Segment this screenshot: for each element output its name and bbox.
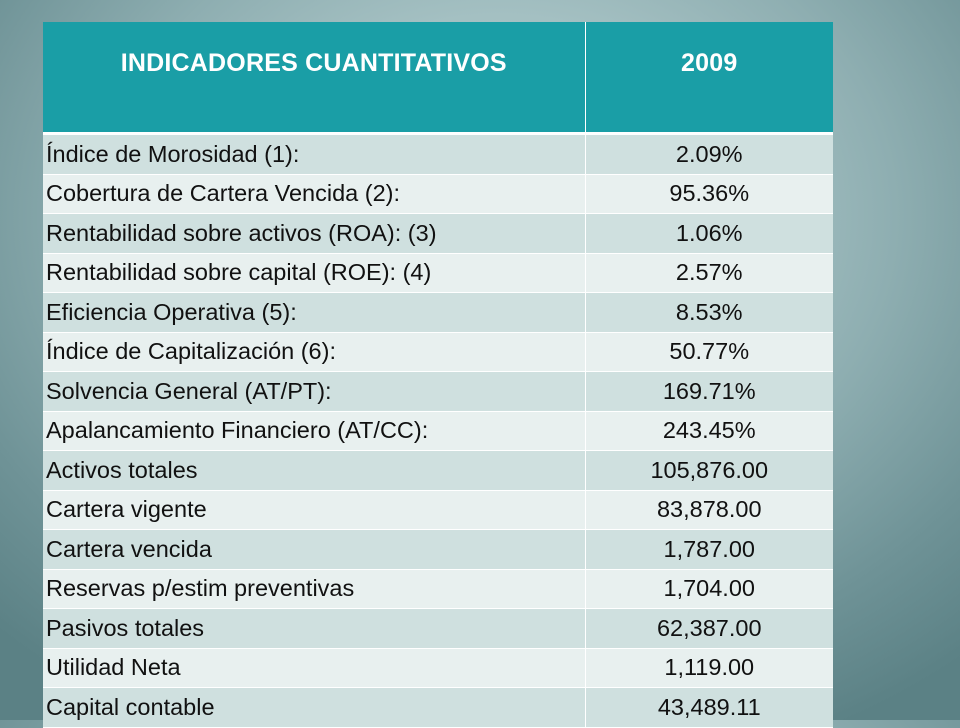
table-row: Apalancamiento Financiero (AT/CC): 243.4…	[43, 411, 833, 451]
table-row: Cartera vencida 1,787.00	[43, 529, 833, 570]
table-row: Eficiencia Operativa (5): 8.53%	[43, 292, 833, 333]
row-label: Solvencia General (AT/PT):	[43, 371, 586, 412]
row-value: 8.53%	[585, 292, 833, 333]
row-label: Eficiencia Operativa (5):	[43, 292, 586, 333]
row-label: Pasivos totales	[43, 608, 586, 649]
row-value: 169.71%	[585, 371, 833, 412]
row-label: Activos totales	[43, 450, 586, 491]
row-value: 2.09%	[585, 133, 833, 175]
row-label: Índice de Capitalización (6):	[43, 332, 586, 372]
table-row: Cobertura de Cartera Vencida (2): 95.36%	[43, 174, 833, 214]
row-value: 50.77%	[585, 332, 833, 372]
table-row: Reservas p/estim preventivas 1,704.00	[43, 569, 833, 609]
table-header-row: INDICADORES CUANTITATIVOS 2009	[43, 22, 833, 135]
row-value: 1,704.00	[585, 569, 833, 609]
row-value: 1,119.00	[585, 648, 833, 688]
row-label: Rentabilidad sobre activos (ROA): (3)	[43, 213, 586, 254]
row-value: 2.57%	[585, 253, 833, 293]
row-label: Reservas p/estim preventivas	[43, 569, 586, 609]
row-value: 1,787.00	[585, 529, 833, 570]
header-year: 2009	[585, 22, 833, 135]
table-row: Pasivos totales 62,387.00	[43, 608, 833, 649]
table-row: Rentabilidad sobre capital (ROE): (4) 2.…	[43, 253, 833, 293]
row-label: Cobertura de Cartera Vencida (2):	[43, 174, 586, 214]
table-row: Activos totales 105,876.00	[43, 450, 833, 491]
row-value: 83,878.00	[585, 490, 833, 530]
row-label: Cartera vigente	[43, 490, 586, 530]
row-label: Cartera vencida	[43, 529, 586, 570]
row-label: Apalancamiento Financiero (AT/CC):	[43, 411, 586, 451]
row-label: Índice de Morosidad (1):	[43, 133, 586, 175]
table-row: Cartera vigente 83,878.00	[43, 490, 833, 530]
header-indicators: INDICADORES CUANTITATIVOS	[43, 22, 586, 135]
row-value: 105,876.00	[585, 450, 833, 491]
row-value: 1.06%	[585, 213, 833, 254]
table-row: Utilidad Neta 1,119.00	[43, 648, 833, 688]
table-row: Índice de Capitalización (6): 50.77%	[43, 332, 833, 372]
table-row: Solvencia General (AT/PT): 169.71%	[43, 371, 833, 412]
table-row: Rentabilidad sobre activos (ROA): (3) 1.…	[43, 213, 833, 254]
row-value: 43,489.11	[585, 687, 833, 728]
row-value: 243.45%	[585, 411, 833, 451]
row-label: Utilidad Neta	[43, 648, 586, 688]
row-label: Rentabilidad sobre capital (ROE): (4)	[43, 253, 586, 293]
table-row: Capital contable 43,489.11	[43, 687, 833, 728]
row-label: Capital contable	[43, 687, 586, 728]
row-value: 62,387.00	[585, 608, 833, 649]
row-value: 95.36%	[585, 174, 833, 214]
table-row: Índice de Morosidad (1): 2.09%	[43, 133, 833, 175]
indicators-table: INDICADORES CUANTITATIVOS 2009 Índice de…	[43, 22, 833, 728]
